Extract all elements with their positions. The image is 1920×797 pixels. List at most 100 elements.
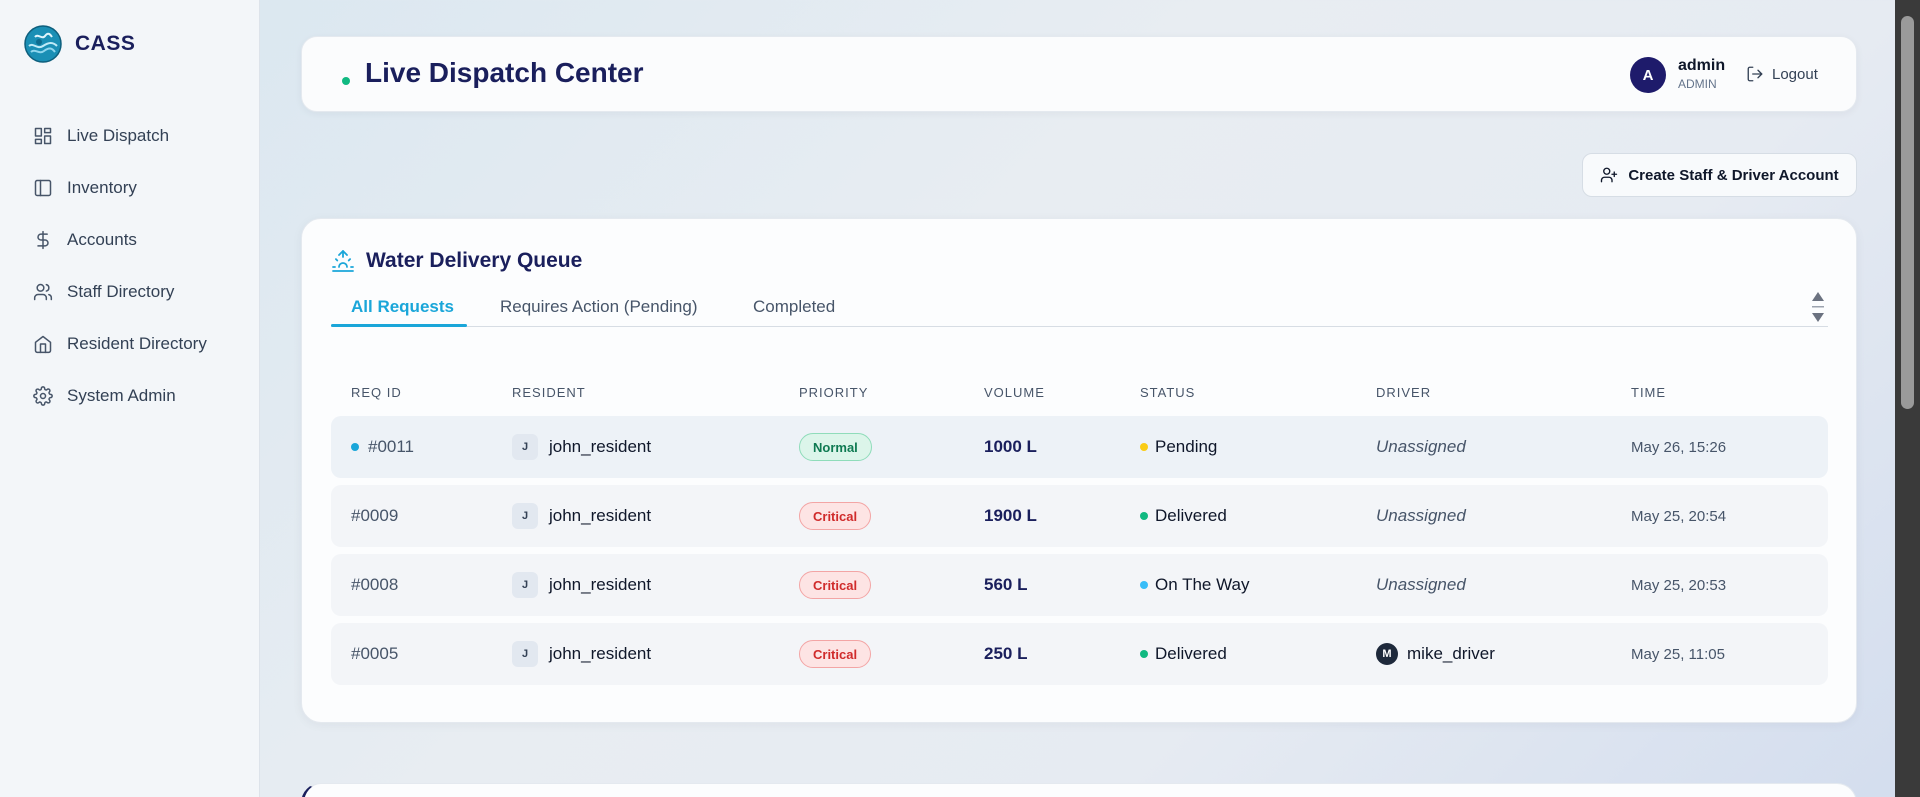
column-header-req-id[interactable]: REQ ID — [351, 385, 402, 400]
sidebar-item-label: Inventory — [67, 178, 137, 197]
table-header: REQ ID RESIDENT PRIORITY VOLUME STATUS D… — [331, 385, 1828, 405]
driver-cell: M mike_driver — [1376, 623, 1495, 685]
sidebar-item-label: Accounts — [67, 230, 137, 249]
status-text: Delivered — [1155, 506, 1227, 525]
column-header-priority[interactable]: PRIORITY — [799, 385, 869, 400]
live-status-dot — [342, 77, 350, 85]
water-delivery-queue: Water Delivery Queue All Requests Requir… — [301, 218, 1857, 723]
req-id: #0008 — [351, 575, 399, 594]
column-header-volume[interactable]: VOLUME — [984, 385, 1045, 400]
sidebar-item-system-admin[interactable]: System Admin — [0, 370, 260, 422]
sidebar-item-accounts[interactable]: Accounts — [0, 214, 260, 266]
req-id: #0009 — [351, 506, 399, 525]
column-header-driver[interactable]: DRIVER — [1376, 385, 1432, 400]
tab-scroll-arrows-icon[interactable] — [1811, 290, 1825, 324]
sidebar-item-resident-directory[interactable]: Resident Directory — [0, 318, 260, 370]
volume: 1000 L — [984, 437, 1037, 456]
req-id-cell: #0008 — [351, 554, 398, 616]
user-role: ADMIN — [1678, 77, 1717, 91]
column-header-resident[interactable]: RESIDENT — [512, 385, 586, 400]
queue-tabs: All Requests Requires Action (Pending) C… — [331, 285, 1828, 327]
status-cell: Delivered — [1140, 485, 1227, 547]
next-section-card — [301, 783, 1857, 797]
status-dot — [1140, 650, 1148, 658]
driver-name: Unassigned — [1376, 506, 1466, 525]
tab-all-requests[interactable]: All Requests — [351, 297, 454, 316]
priority-badge: Critical — [799, 571, 872, 599]
volume: 1900 L — [984, 506, 1037, 525]
driver-cell: Unassigned — [1376, 416, 1466, 478]
resident-avatar: J — [512, 641, 538, 667]
sidebar-item-label: Staff Directory — [67, 282, 175, 301]
brand-name: CASS — [75, 32, 136, 55]
user-name: admin — [1678, 57, 1726, 74]
page-header: Live Dispatch Center A admin ADMIN Logou… — [301, 36, 1857, 112]
brand[interactable]: CASS — [23, 24, 135, 64]
request-time: May 25, 20:53 — [1631, 576, 1727, 594]
request-time: May 25, 11:05 — [1631, 645, 1725, 663]
user-plus-icon — [1601, 167, 1618, 183]
page-title: Live Dispatch Center — [365, 57, 644, 88]
priority-badge: Critical — [799, 640, 872, 668]
column-header-status[interactable]: STATUS — [1140, 385, 1196, 400]
resident-name: john_resident — [549, 644, 652, 663]
sidebar-nav: Live Dispatch Inventory Accounts Staff D… — [0, 110, 260, 422]
new-request-dot — [351, 443, 359, 451]
avatar[interactable]: A — [1630, 57, 1666, 93]
request-time: May 25, 20:54 — [1631, 507, 1727, 525]
status-dot — [1140, 581, 1148, 589]
req-id-cell: #0009 — [351, 485, 398, 547]
logout-button[interactable]: Logout — [1746, 65, 1818, 83]
time-cell: May 25, 11:05 — [1631, 623, 1725, 685]
tab-completed[interactable]: Completed — [753, 297, 836, 316]
priority-cell: Critical — [799, 623, 872, 685]
status-dot — [1140, 443, 1148, 451]
resident-avatar: J — [512, 434, 538, 460]
driver-name: Unassigned — [1376, 575, 1466, 594]
status-text: Pending — [1155, 437, 1218, 456]
driver-name: mike_driver — [1407, 644, 1495, 663]
sidebar-item-staff-directory[interactable]: Staff Directory — [0, 266, 260, 318]
logout-icon — [1747, 66, 1763, 82]
table-row[interactable]: #0005 J john_resident Critical 250 L Del… — [331, 623, 1828, 685]
create-staff-driver-account-button[interactable]: Create Staff & Driver Account — [1582, 153, 1857, 197]
column-header-time[interactable]: TIME — [1631, 385, 1667, 400]
active-tab-indicator — [331, 324, 467, 327]
resident-cell: J john_resident — [512, 416, 651, 478]
volume-cell: 560 L — [984, 554, 1027, 616]
scrollbar-thumb[interactable] — [1901, 16, 1914, 409]
driver-cell: Unassigned — [1376, 554, 1466, 616]
dashboard-grid-icon — [34, 127, 52, 145]
req-id-cell: #0005 — [351, 623, 398, 685]
create-account-label: Create Staff & Driver Account — [1628, 166, 1839, 184]
tab-requires-action[interactable]: Requires Action (Pending) — [500, 297, 698, 316]
resident-avatar: J — [512, 503, 538, 529]
priority-cell: Critical — [799, 554, 872, 616]
table-row[interactable]: #0008 J john_resident Critical 560 L On … — [331, 554, 1828, 616]
status-text: On The Way — [1155, 575, 1250, 594]
req-id: #0005 — [351, 644, 399, 663]
time-cell: May 25, 20:53 — [1631, 554, 1726, 616]
page-scrollbar[interactable] — [1895, 0, 1920, 797]
gear-icon — [33, 386, 53, 406]
resident-cell: J john_resident — [512, 623, 651, 685]
volume: 560 L — [984, 575, 1028, 594]
status-dot — [1140, 512, 1148, 520]
volume: 250 L — [984, 644, 1028, 663]
water-sun-icon — [331, 249, 355, 273]
status-cell: Pending — [1140, 416, 1217, 478]
sidebar-item-live-dispatch[interactable]: Live Dispatch — [0, 110, 260, 162]
home-icon — [34, 335, 52, 354]
status-cell: Delivered — [1140, 623, 1227, 685]
resident-avatar: J — [512, 572, 538, 598]
request-time: May 26, 15:26 — [1631, 438, 1727, 456]
queue-title: Water Delivery Queue — [366, 249, 583, 272]
priority-cell: Normal — [799, 416, 872, 478]
resident-cell: J john_resident — [512, 554, 651, 616]
table-row[interactable]: #0009 J john_resident Critical 1900 L De… — [331, 485, 1828, 547]
volume-cell: 250 L — [984, 623, 1027, 685]
table-row[interactable]: #0011 J john_resident Normal 1000 L Pend… — [331, 416, 1828, 478]
driver-avatar: M — [1376, 643, 1398, 665]
sidebar-item-inventory[interactable]: Inventory — [0, 162, 260, 214]
volume-cell: 1000 L — [984, 416, 1037, 478]
